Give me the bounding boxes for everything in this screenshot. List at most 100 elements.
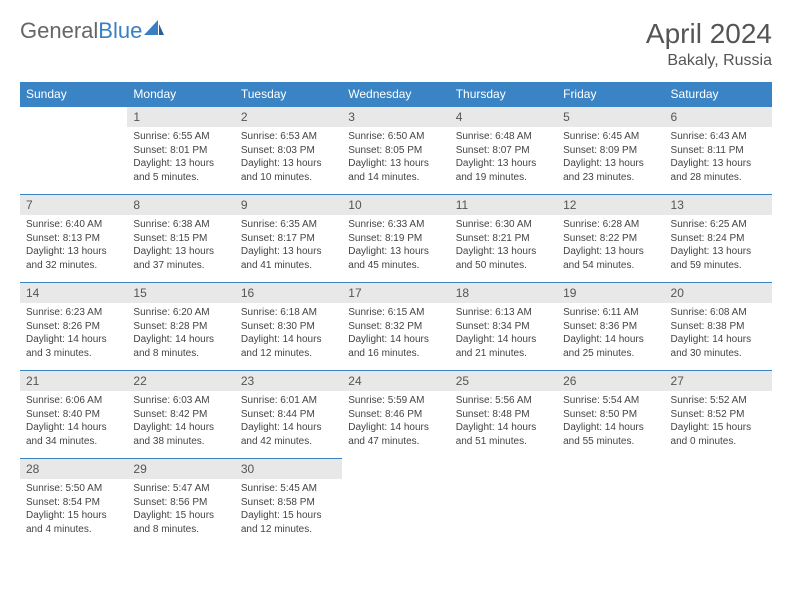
day-body: Sunrise: 6:18 AMSunset: 8:30 PMDaylight:… (235, 303, 342, 366)
day-body: Sunrise: 6:43 AMSunset: 8:11 PMDaylight:… (665, 127, 772, 190)
calendar-cell: 24Sunrise: 5:59 AMSunset: 8:46 PMDayligh… (342, 370, 449, 458)
day-number: 11 (450, 194, 557, 215)
sunset-line: Sunset: 8:24 PM (671, 232, 766, 246)
weekday-header: Sunday (20, 82, 127, 106)
calendar-cell: 14Sunrise: 6:23 AMSunset: 8:26 PMDayligh… (20, 282, 127, 370)
day-body: Sunrise: 6:53 AMSunset: 8:03 PMDaylight:… (235, 127, 342, 190)
calendar-cell: 30Sunrise: 5:45 AMSunset: 8:58 PMDayligh… (235, 458, 342, 546)
day-number: 1 (127, 106, 234, 127)
day-body: Sunrise: 5:45 AMSunset: 8:58 PMDaylight:… (235, 479, 342, 542)
day-number: 3 (342, 106, 449, 127)
sunset-line: Sunset: 8:30 PM (241, 320, 336, 334)
weekday-header: Wednesday (342, 82, 449, 106)
title-block: April 2024 Bakaly, Russia (646, 18, 772, 70)
calendar-head: SundayMondayTuesdayWednesdayThursdayFrid… (20, 82, 772, 106)
calendar-cell: 22Sunrise: 6:03 AMSunset: 8:42 PMDayligh… (127, 370, 234, 458)
daylight-line: Daylight: 13 hours and 59 minutes. (671, 245, 766, 272)
day-body: Sunrise: 6:06 AMSunset: 8:40 PMDaylight:… (20, 391, 127, 454)
logo: GeneralBlue (20, 18, 164, 44)
daylight-line: Daylight: 14 hours and 3 minutes. (26, 333, 121, 360)
day-number: 22 (127, 370, 234, 391)
daylight-line: Daylight: 13 hours and 5 minutes. (133, 157, 228, 184)
sunset-line: Sunset: 8:54 PM (26, 496, 121, 510)
day-number: 10 (342, 194, 449, 215)
weekday-header: Friday (557, 82, 664, 106)
calendar-cell (20, 106, 127, 194)
daylight-line: Daylight: 13 hours and 50 minutes. (456, 245, 551, 272)
daylight-line: Daylight: 14 hours and 55 minutes. (563, 421, 658, 448)
sunset-line: Sunset: 8:22 PM (563, 232, 658, 246)
sunset-line: Sunset: 8:52 PM (671, 408, 766, 422)
day-number: 13 (665, 194, 772, 215)
calendar-cell: 6Sunrise: 6:43 AMSunset: 8:11 PMDaylight… (665, 106, 772, 194)
day-number: 16 (235, 282, 342, 303)
daylight-line: Daylight: 13 hours and 19 minutes. (456, 157, 551, 184)
calendar-body: 1Sunrise: 6:55 AMSunset: 8:01 PMDaylight… (20, 106, 772, 546)
day-body: Sunrise: 6:30 AMSunset: 8:21 PMDaylight:… (450, 215, 557, 278)
daylight-line: Daylight: 14 hours and 16 minutes. (348, 333, 443, 360)
day-body: Sunrise: 5:50 AMSunset: 8:54 PMDaylight:… (20, 479, 127, 542)
calendar-cell: 23Sunrise: 6:01 AMSunset: 8:44 PMDayligh… (235, 370, 342, 458)
sunset-line: Sunset: 8:21 PM (456, 232, 551, 246)
day-number: 26 (557, 370, 664, 391)
calendar-cell: 7Sunrise: 6:40 AMSunset: 8:13 PMDaylight… (20, 194, 127, 282)
sunrise-line: Sunrise: 5:50 AM (26, 482, 121, 496)
weekday-header: Tuesday (235, 82, 342, 106)
calendar-cell: 25Sunrise: 5:56 AMSunset: 8:48 PMDayligh… (450, 370, 557, 458)
day-body: Sunrise: 6:50 AMSunset: 8:05 PMDaylight:… (342, 127, 449, 190)
sunset-line: Sunset: 8:38 PM (671, 320, 766, 334)
sunrise-line: Sunrise: 6:45 AM (563, 130, 658, 144)
calendar-cell: 3Sunrise: 6:50 AMSunset: 8:05 PMDaylight… (342, 106, 449, 194)
header: GeneralBlue April 2024 Bakaly, Russia (20, 18, 772, 70)
daylight-line: Daylight: 13 hours and 45 minutes. (348, 245, 443, 272)
daylight-line: Daylight: 13 hours and 10 minutes. (241, 157, 336, 184)
sunset-line: Sunset: 8:44 PM (241, 408, 336, 422)
sunrise-line: Sunrise: 5:54 AM (563, 394, 658, 408)
sunset-line: Sunset: 8:58 PM (241, 496, 336, 510)
day-body: Sunrise: 6:23 AMSunset: 8:26 PMDaylight:… (20, 303, 127, 366)
day-body: Sunrise: 6:55 AMSunset: 8:01 PMDaylight:… (127, 127, 234, 190)
sunrise-line: Sunrise: 6:01 AM (241, 394, 336, 408)
day-number: 8 (127, 194, 234, 215)
sunrise-line: Sunrise: 6:40 AM (26, 218, 121, 232)
daylight-line: Daylight: 14 hours and 30 minutes. (671, 333, 766, 360)
day-body: Sunrise: 6:38 AMSunset: 8:15 PMDaylight:… (127, 215, 234, 278)
sunrise-line: Sunrise: 6:23 AM (26, 306, 121, 320)
day-body: Sunrise: 6:15 AMSunset: 8:32 PMDaylight:… (342, 303, 449, 366)
sunrise-line: Sunrise: 5:45 AM (241, 482, 336, 496)
day-number: 24 (342, 370, 449, 391)
daylight-line: Daylight: 14 hours and 8 minutes. (133, 333, 228, 360)
sunrise-line: Sunrise: 6:28 AM (563, 218, 658, 232)
logo-text-2: Blue (98, 18, 142, 44)
day-body: Sunrise: 6:01 AMSunset: 8:44 PMDaylight:… (235, 391, 342, 454)
daylight-line: Daylight: 14 hours and 25 minutes. (563, 333, 658, 360)
day-number: 6 (665, 106, 772, 127)
calendar-cell: 18Sunrise: 6:13 AMSunset: 8:34 PMDayligh… (450, 282, 557, 370)
sunset-line: Sunset: 8:13 PM (26, 232, 121, 246)
calendar-cell: 2Sunrise: 6:53 AMSunset: 8:03 PMDaylight… (235, 106, 342, 194)
sunrise-line: Sunrise: 6:18 AM (241, 306, 336, 320)
daylight-line: Daylight: 15 hours and 4 minutes. (26, 509, 121, 536)
daylight-line: Daylight: 13 hours and 23 minutes. (563, 157, 658, 184)
sunset-line: Sunset: 8:34 PM (456, 320, 551, 334)
day-body: Sunrise: 6:13 AMSunset: 8:34 PMDaylight:… (450, 303, 557, 366)
calendar-cell: 9Sunrise: 6:35 AMSunset: 8:17 PMDaylight… (235, 194, 342, 282)
sunrise-line: Sunrise: 5:52 AM (671, 394, 766, 408)
daylight-line: Daylight: 14 hours and 51 minutes. (456, 421, 551, 448)
day-number: 23 (235, 370, 342, 391)
daylight-line: Daylight: 14 hours and 12 minutes. (241, 333, 336, 360)
sunset-line: Sunset: 8:36 PM (563, 320, 658, 334)
calendar-cell: 29Sunrise: 5:47 AMSunset: 8:56 PMDayligh… (127, 458, 234, 546)
daylight-line: Daylight: 15 hours and 8 minutes. (133, 509, 228, 536)
calendar-cell: 11Sunrise: 6:30 AMSunset: 8:21 PMDayligh… (450, 194, 557, 282)
sunrise-line: Sunrise: 6:13 AM (456, 306, 551, 320)
day-body: Sunrise: 5:56 AMSunset: 8:48 PMDaylight:… (450, 391, 557, 454)
day-body: Sunrise: 5:59 AMSunset: 8:46 PMDaylight:… (342, 391, 449, 454)
sunrise-line: Sunrise: 6:11 AM (563, 306, 658, 320)
day-number: 15 (127, 282, 234, 303)
sunset-line: Sunset: 8:05 PM (348, 144, 443, 158)
sunset-line: Sunset: 8:40 PM (26, 408, 121, 422)
calendar-cell: 12Sunrise: 6:28 AMSunset: 8:22 PMDayligh… (557, 194, 664, 282)
day-number: 2 (235, 106, 342, 127)
calendar: SundayMondayTuesdayWednesdayThursdayFrid… (20, 82, 772, 546)
